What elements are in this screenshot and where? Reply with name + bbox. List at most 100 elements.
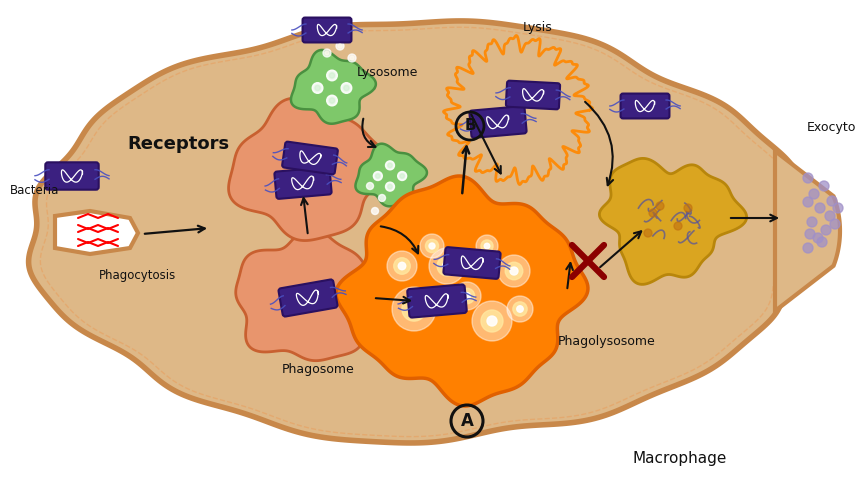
Circle shape [803,197,813,207]
Polygon shape [229,98,392,241]
FancyBboxPatch shape [275,167,331,199]
Circle shape [803,173,813,183]
Circle shape [325,51,329,55]
FancyBboxPatch shape [621,93,669,119]
Circle shape [398,262,406,270]
Circle shape [819,181,829,191]
Circle shape [807,217,817,227]
Circle shape [429,248,465,284]
Circle shape [437,256,457,276]
Circle shape [402,297,426,321]
Circle shape [327,70,337,81]
Text: Phagocytosis: Phagocytosis [99,270,176,282]
Circle shape [830,219,840,229]
Circle shape [366,183,373,190]
FancyBboxPatch shape [45,162,98,190]
Circle shape [338,44,342,48]
Circle shape [336,42,344,50]
Text: Phagosome: Phagosome [282,364,354,377]
Circle shape [517,306,523,312]
Text: B: B [464,119,476,134]
Circle shape [327,95,337,106]
Circle shape [505,262,523,280]
Circle shape [376,174,380,178]
Circle shape [513,302,527,316]
Circle shape [644,229,652,237]
Circle shape [481,310,503,332]
Circle shape [429,243,435,249]
Circle shape [373,172,383,180]
Polygon shape [355,144,427,207]
Circle shape [821,225,831,235]
Text: Macrophage: Macrophage [633,451,728,466]
Circle shape [385,161,395,170]
Circle shape [315,86,320,91]
Circle shape [388,184,392,189]
FancyBboxPatch shape [302,17,352,42]
Circle shape [378,194,385,202]
Circle shape [825,211,835,221]
Text: Lysis: Lysis [523,21,553,35]
Circle shape [420,234,444,258]
Polygon shape [235,229,389,361]
Circle shape [425,240,438,253]
Circle shape [487,316,497,326]
FancyBboxPatch shape [282,142,338,174]
FancyBboxPatch shape [469,106,526,138]
Circle shape [507,296,533,322]
Circle shape [463,293,471,299]
Circle shape [649,209,657,217]
Circle shape [392,287,436,331]
Polygon shape [599,158,746,284]
Circle shape [342,83,352,93]
Circle shape [443,261,451,271]
Circle shape [388,163,392,168]
Text: Phagolysosome: Phagolysosome [558,334,656,347]
Polygon shape [336,176,588,406]
Text: Bacteria: Bacteria [10,185,59,197]
Circle shape [803,243,813,253]
FancyBboxPatch shape [506,81,560,109]
Text: Exocytosis: Exocytosis [807,122,856,135]
Text: Lysosome: Lysosome [356,67,418,80]
Circle shape [484,243,490,249]
Circle shape [815,203,825,213]
Circle shape [656,202,664,210]
Circle shape [312,83,323,93]
Text: A: A [461,412,473,430]
Circle shape [323,49,331,57]
Circle shape [684,204,692,212]
Polygon shape [291,50,376,124]
Text: Receptors: Receptors [127,135,229,153]
Circle shape [330,98,335,103]
Circle shape [498,255,530,287]
Polygon shape [28,21,817,443]
Circle shape [813,233,823,243]
Circle shape [330,73,335,78]
Circle shape [408,303,419,314]
Circle shape [394,258,410,274]
Circle shape [460,288,475,304]
Circle shape [400,174,404,178]
Circle shape [476,235,498,257]
Circle shape [344,86,349,91]
FancyBboxPatch shape [278,279,337,316]
Circle shape [817,237,827,247]
Circle shape [805,229,815,239]
Circle shape [398,172,407,180]
Circle shape [809,189,819,199]
Circle shape [481,240,493,252]
Circle shape [350,56,354,60]
Circle shape [827,196,837,206]
Polygon shape [55,211,138,254]
Circle shape [453,282,481,310]
FancyBboxPatch shape [443,247,501,279]
Circle shape [510,267,518,275]
Circle shape [674,222,682,230]
FancyBboxPatch shape [407,284,467,317]
Circle shape [472,301,512,341]
Circle shape [385,182,395,191]
Polygon shape [775,151,840,311]
Circle shape [348,54,356,62]
Circle shape [833,203,843,213]
